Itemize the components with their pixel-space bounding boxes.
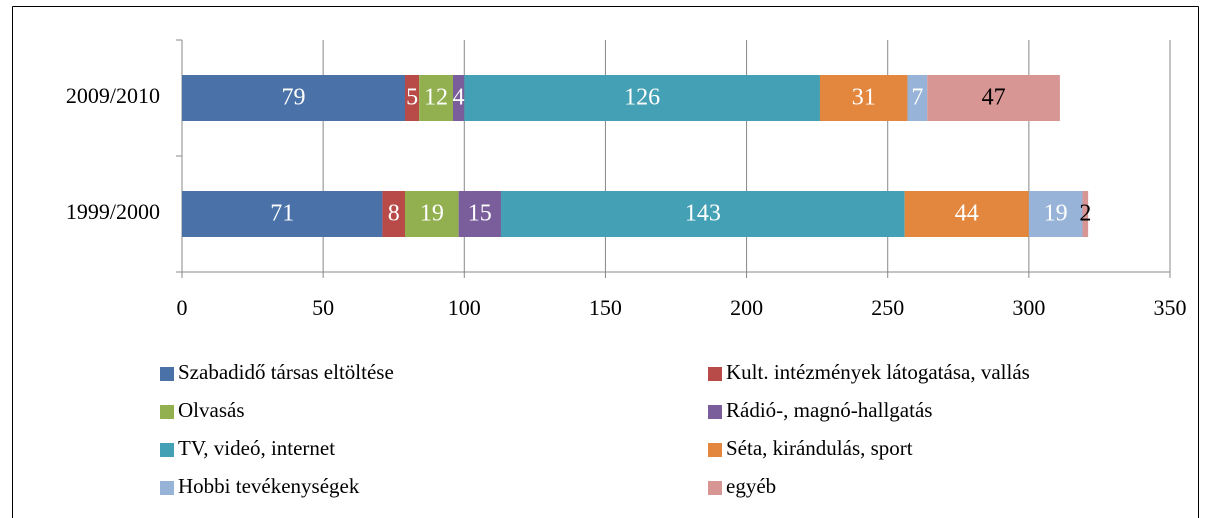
bar-segment (927, 75, 1060, 121)
data-label: 19 (420, 201, 444, 227)
bar-segment (1028, 191, 1083, 237)
x-tick-label: 250 (871, 295, 904, 320)
x-tick-label: 350 (1154, 295, 1187, 320)
bar-segment (904, 191, 1029, 237)
legend-label: Szabadidő társas eltöltése (178, 360, 394, 384)
data-label: 31 (852, 85, 876, 111)
data-label: 79 (282, 85, 306, 111)
bar-segment (182, 191, 383, 237)
x-tick-label: 100 (448, 295, 481, 320)
bar-segment (419, 75, 453, 121)
x-tick-label: 300 (1012, 295, 1045, 320)
bar-segment (452, 75, 465, 121)
data-label: 15 (468, 201, 492, 227)
legend-swatch (708, 405, 722, 419)
data-label: 71 (270, 201, 294, 227)
x-tick-label: 200 (730, 295, 763, 320)
x-tick-label: 0 (177, 295, 188, 320)
legend-swatch (708, 443, 722, 457)
data-label: 126 (624, 85, 660, 111)
legend-label: Kult. intézmények látogatása, vallás (726, 360, 1030, 384)
data-label: 2 (1079, 201, 1091, 227)
bar-segment (182, 75, 406, 121)
bar-segment (382, 191, 406, 237)
legend-label: Séta, kirándulás, sport (726, 436, 913, 460)
data-label: 44 (955, 201, 979, 227)
legend-label: Olvasás (178, 398, 245, 422)
legend-label: Rádió-, magnó-hallgatás (726, 398, 932, 422)
legend-label: egyéb (726, 474, 776, 498)
bar-segment (1082, 191, 1089, 237)
bar-segment (819, 75, 908, 121)
data-label: 4 (453, 85, 465, 111)
data-label: 8 (388, 201, 400, 227)
y-tick-label: 2009/2010 (66, 83, 160, 108)
bar-segment (500, 191, 905, 237)
bar-segment (458, 191, 501, 237)
bar-segment (464, 75, 820, 121)
legend-swatch (160, 443, 174, 457)
y-tick-label: 1999/2000 (66, 199, 160, 224)
bar-segment (405, 75, 420, 121)
data-label: 47 (982, 85, 1006, 111)
legend-swatch (708, 367, 722, 381)
data-label: 19 (1044, 201, 1068, 227)
x-tick-label: 50 (312, 295, 334, 320)
bar-segment (907, 75, 928, 121)
legend-swatch (708, 481, 722, 495)
x-tick-label: 150 (589, 295, 622, 320)
legend-label: Hobbi tevékenységek (178, 474, 360, 498)
data-label: 7 (911, 85, 923, 111)
legend-label: TV, videó, internet (178, 436, 335, 460)
data-label: 143 (685, 201, 721, 227)
legend-swatch (160, 367, 174, 381)
data-label: 5 (406, 85, 418, 111)
legend-swatch (160, 405, 174, 419)
legend-swatch (160, 481, 174, 495)
data-label: 12 (424, 85, 448, 111)
bar-segment (405, 191, 459, 237)
